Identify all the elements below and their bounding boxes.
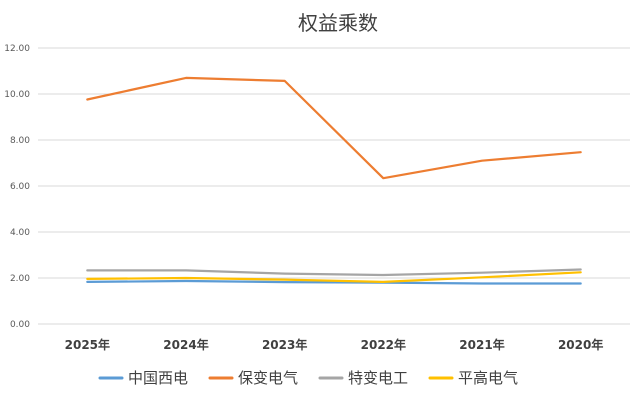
x-tick-label: 2021年 — [459, 337, 504, 352]
series-line-1 — [86, 76, 582, 180]
y-tick-label: 6.00 — [10, 182, 30, 192]
series-lines — [86, 76, 582, 285]
y-tick-label: 0.00 — [10, 320, 30, 330]
series-line-2 — [86, 268, 582, 277]
x-tick-label: 2022年 — [361, 337, 406, 352]
legend: 中国西电 保变电气 特变电工 平高电气 — [98, 369, 518, 387]
x-axis-ticks: 2025年 2024年 2023年 2022年 2021年 2020年 — [65, 337, 604, 352]
legend-label: 特变电工 — [348, 369, 408, 387]
x-tick-label: 2020年 — [558, 337, 603, 352]
legend-label: 中国西电 — [128, 369, 188, 387]
legend-label: 保变电气 — [238, 369, 298, 387]
y-tick-label: 8.00 — [10, 136, 30, 146]
chart-title: 权益乘数 — [298, 11, 378, 35]
y-tick-label: 4.00 — [10, 228, 30, 238]
x-tick-label: 2023年 — [262, 337, 307, 352]
x-tick-label: 2025年 — [65, 337, 110, 352]
series-line-3 — [86, 271, 582, 283]
y-tick-label: 12.00 — [4, 44, 30, 54]
x-tick-label: 2024年 — [163, 337, 208, 352]
series-line-0 — [86, 279, 582, 285]
legend-label: 平高电气 — [458, 369, 518, 387]
y-axis-ticks: 0.00 2.00 4.00 6.00 8.00 10.00 12.00 — [4, 44, 30, 330]
y-tick-label: 2.00 — [10, 274, 30, 284]
y-tick-label: 10.00 — [4, 90, 30, 100]
